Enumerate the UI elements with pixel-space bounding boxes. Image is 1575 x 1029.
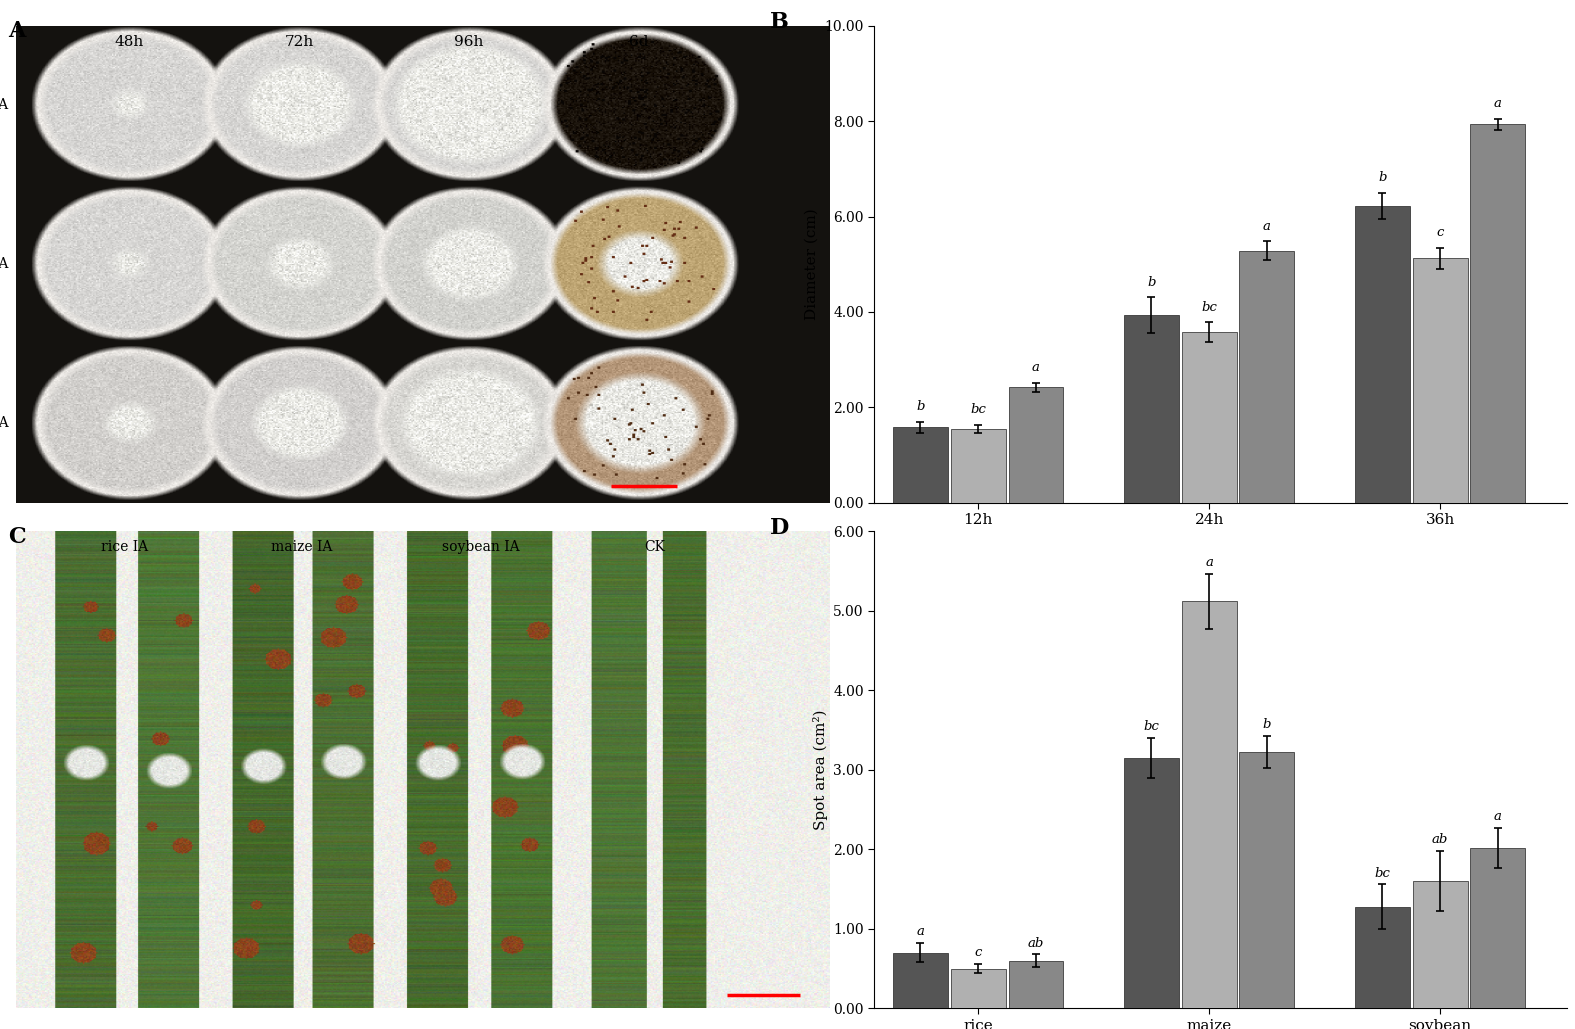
Bar xyxy=(1008,961,1063,1008)
Text: a: a xyxy=(917,925,925,938)
Bar xyxy=(893,427,948,503)
Y-axis label: Spot area (cm²): Spot area (cm²) xyxy=(813,710,828,830)
Bar xyxy=(1413,881,1468,1008)
Text: soybean IA: soybean IA xyxy=(441,540,520,555)
Bar xyxy=(1240,251,1295,503)
Bar xyxy=(1125,758,1178,1008)
Text: rice IA: rice IA xyxy=(0,98,8,112)
Text: b: b xyxy=(1263,718,1271,731)
Text: bc: bc xyxy=(1202,300,1217,314)
Text: ab: ab xyxy=(1432,833,1449,846)
Text: rice IA: rice IA xyxy=(101,540,148,555)
Text: D: D xyxy=(770,517,789,539)
Text: c: c xyxy=(975,946,981,959)
Text: a: a xyxy=(1263,220,1271,233)
Bar xyxy=(1125,315,1178,503)
Text: a: a xyxy=(1205,556,1213,569)
Text: B: B xyxy=(770,11,789,33)
Legend: rice IA, maize IA, soybean IA: rice IA, maize IA, soybean IA xyxy=(1044,568,1397,592)
Text: bc: bc xyxy=(970,403,986,417)
Text: 6d: 6d xyxy=(628,35,649,48)
Y-axis label: Diameter (cm): Diameter (cm) xyxy=(805,208,819,320)
Bar xyxy=(1471,848,1525,1008)
Text: a: a xyxy=(1032,361,1040,374)
Text: maize IA: maize IA xyxy=(0,257,8,272)
Text: c: c xyxy=(1436,226,1444,239)
Bar xyxy=(1354,206,1410,503)
Text: 48h: 48h xyxy=(115,35,143,48)
Bar xyxy=(1240,751,1295,1008)
Bar xyxy=(1181,332,1236,503)
Text: a: a xyxy=(1495,97,1503,110)
Text: b: b xyxy=(1147,276,1156,288)
Text: soybean IA: soybean IA xyxy=(0,417,8,430)
Text: b: b xyxy=(917,400,925,413)
Bar xyxy=(1354,907,1410,1008)
Text: b: b xyxy=(1378,171,1386,184)
Text: maize IA: maize IA xyxy=(271,540,332,555)
Text: CK: CK xyxy=(644,540,665,555)
Text: 96h: 96h xyxy=(454,35,484,48)
Text: bc: bc xyxy=(1375,866,1391,880)
Text: C: C xyxy=(8,526,27,547)
Bar xyxy=(893,953,948,1008)
Bar xyxy=(1471,125,1525,503)
Text: ab: ab xyxy=(1028,936,1044,950)
Bar xyxy=(1181,601,1236,1008)
Bar xyxy=(1413,258,1468,503)
Text: a: a xyxy=(1495,810,1503,823)
Text: 72h: 72h xyxy=(285,35,313,48)
Text: A: A xyxy=(8,20,25,42)
Bar xyxy=(1008,387,1063,503)
Bar xyxy=(951,429,1005,503)
Text: bc: bc xyxy=(1143,720,1159,734)
Bar xyxy=(951,968,1005,1008)
